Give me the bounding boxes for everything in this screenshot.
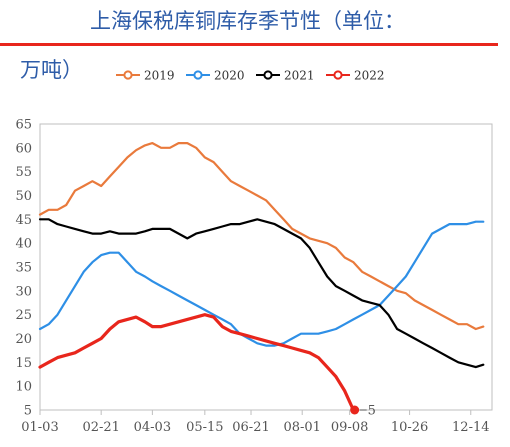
y-tick-label-10: 10 [15,380,32,395]
series-line-2022 [38,313,355,412]
annotation-layer: 5 [350,404,376,419]
chart-title-line2: 万吨） [20,58,83,82]
title-accent-line [0,43,498,46]
legend-marker-2021 [263,70,273,80]
y-tick-label-55: 55 [15,165,32,180]
y-tick-label-5: 5 [24,404,32,419]
legend-label-2019: 2019 [144,69,175,83]
y-tick-label-60: 60 [15,141,32,156]
legend-marker-2022 [333,70,343,80]
annotation-label: 5 [368,404,376,419]
chart-title-line1: 上海保税库铜库存季节性（单位： [90,9,405,33]
y-axis: 5 10 15 20 25 30 35 40 45 50 55 60 65 [15,118,32,419]
y-tick-label-40: 40 [15,237,32,252]
x-tick-label-06-21: 06-21 [232,420,269,435]
y-tick-label-65: 65 [15,118,32,133]
legend-label-2022: 2022 [354,69,385,83]
series-layer [38,142,485,412]
y-tick-label-50: 50 [15,189,32,204]
legend-label-2021: 2021 [284,69,315,83]
annotation-marker [350,405,360,415]
x-tick-label-09-08: 09-08 [331,420,368,435]
legend-marker-2019 [123,70,133,80]
series-line-2019 [38,142,485,331]
y-tick-label-45: 45 [15,213,32,228]
x-tick-label-08-01: 08-01 [283,420,320,435]
y-tick-label-15: 15 [15,356,32,371]
legend-marker-2020 [193,70,203,80]
x-tick-label-10-26: 10-26 [391,420,428,435]
y-tick-label-30: 30 [15,284,32,299]
series-line-2021 [38,218,485,369]
x-tick-label-04-03: 04-03 [134,420,171,435]
x-axis: 01-03 02-21 04-03 05-15 06-21 08-01 09-08 10-26… [21,410,490,435]
y-tick-label-25: 25 [15,308,32,323]
x-tick-label-05-15: 05-15 [186,420,223,435]
y-tick-label-20: 20 [15,332,32,347]
plot-frame [39,123,493,411]
legend: 2019 2020 2021 2022 [116,69,385,83]
series-line-2020 [38,220,485,347]
legend-label-2020: 2020 [214,69,245,83]
x-tick-label-02-21: 02-21 [82,420,119,435]
x-tick-label-01-03: 01-03 [21,420,58,435]
x-tick-label-12-14: 12-14 [452,420,489,435]
y-tick-label-35: 35 [15,261,32,276]
